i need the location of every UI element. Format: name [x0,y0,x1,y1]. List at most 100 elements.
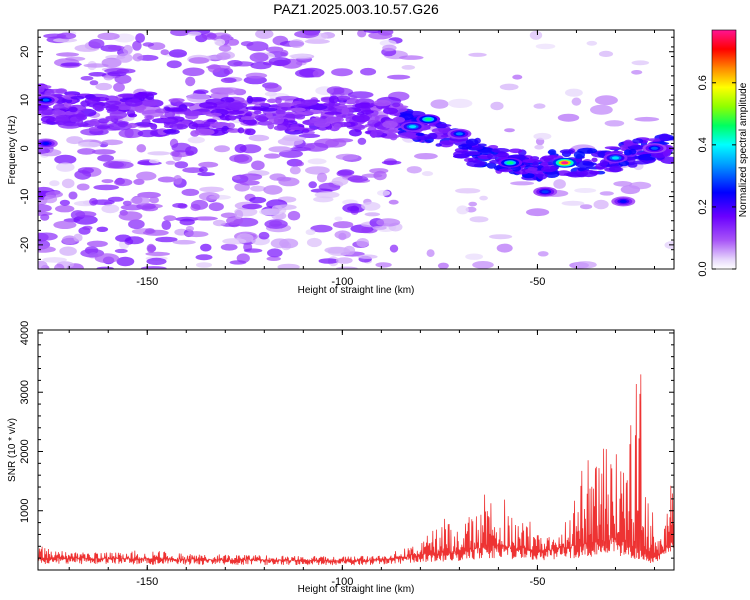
bottom-x-axis: -150 -100 -50 [68,330,655,588]
bottom-x-axis-title: Height of straight line (km) [298,584,415,595]
heatmap-cell [265,112,273,119]
heatmap-cell [54,205,75,213]
heatmap-cell [97,154,114,162]
x-tick-label: -100 [331,276,353,288]
heatmap-cell [89,97,110,102]
heatmap-cell [139,123,157,128]
heatmap-cell [116,68,136,74]
heatmap-cell [146,257,167,265]
heatmap-cell [573,261,597,269]
heatmap-cell [533,132,552,140]
heatmap-cell [197,172,215,177]
heatmap-cell [522,173,535,179]
heatmap-cell [88,72,107,77]
heatmap-cell [190,199,209,210]
heatmap-cell [308,181,318,189]
heatmap-cell [495,151,508,158]
colorbar-tick-label: 0.0 [697,261,709,276]
heatmap-cell [469,216,489,223]
heatmap-cell [137,191,162,199]
heatmap-cell [240,116,255,121]
heatmap-cell [182,167,204,174]
heatmap-cell [105,104,119,112]
colorbar-tick-label: 0.2 [697,199,709,214]
heatmap-cell [658,133,671,142]
heatmap-cell [181,188,200,196]
heatmap-cell [118,211,143,221]
heatmap-cell [322,102,341,107]
heatmap-cell [214,145,230,153]
heatmap-cell [421,171,434,177]
heatmap-cell [217,87,243,95]
heatmap-cell [182,67,205,77]
heatmap-cell [101,204,120,214]
colorbar: 0.0 0.2 0.4 0.6 Normalized spectral amplitu… [697,29,749,277]
heatmap-cell [268,57,291,66]
heatmap-cell [101,179,114,184]
heatmap-cell [237,127,245,134]
heatmap-cell [220,243,238,251]
heatmap-cell [148,159,160,164]
heatmap-cell [264,83,282,93]
heatmap-cell [301,99,318,106]
heatmap-cell [198,108,210,113]
heatmap-cell [127,122,138,129]
heatmap-cell [101,57,122,68]
heatmap-cell [599,191,614,196]
heatmap-cell [357,137,367,145]
heatmap-cell [218,45,232,52]
heatmap-cell [382,44,397,52]
heatmap-cell [233,61,254,67]
heatmap-cell [357,226,373,234]
heatmap-cell [326,86,345,95]
heatmap-cell [370,130,377,138]
heatmap-cell [537,251,549,257]
heatmap-cell [310,224,333,233]
heatmap-cell [335,153,359,161]
heatmap-cell [89,80,99,86]
heatmap-cell [45,191,63,198]
heatmap-cell [383,107,398,115]
heatmap-cell [290,107,306,113]
x-tick-label: -50 [529,276,545,288]
heatmap-cell [171,142,192,153]
heatmap-cell [490,101,504,111]
heatmap-cell [522,158,541,164]
heatmap-cell [631,60,650,66]
heatmap-cell [38,260,48,269]
heatmap-cell [265,46,284,53]
heatmap-cell [245,120,258,126]
heatmap-cell [89,198,98,206]
heatmap-cell [594,95,618,106]
heatmap-cell [188,122,199,130]
heatmap-cell [465,253,483,260]
heatmap-cell [304,142,329,152]
heatmap-cell [195,254,213,261]
heatmap-cell [146,243,156,254]
heatmap-cell [124,128,134,138]
heatmap-cell [77,119,84,128]
heatmap-cell [275,97,282,104]
heatmap-cell [401,65,416,70]
heatmap-cell [82,225,93,231]
heatmap-cell [59,246,77,256]
heatmap-cell [54,263,65,269]
heatmap-cell [227,102,244,111]
heatmap-cell [253,110,262,115]
heatmap-cell [431,127,452,134]
heatmap-cell [249,52,269,63]
heatmap-cell [335,266,358,269]
heatmap-cell [461,150,481,156]
heatmap-cell [38,211,53,216]
heatmap-cell [263,185,283,195]
heatmap-cell [289,39,305,48]
heatmap-cell [88,38,105,49]
heatmap-cell [399,55,424,60]
heatmap-cell [298,133,321,138]
colorbar-ticks: 0.0 0.2 0.4 0.6 [697,75,736,277]
heatmap-cell [504,128,515,133]
heatmap-cell [136,171,157,181]
heatmap-cell [66,136,83,145]
heatmap-cell [38,246,56,253]
heatmap-cell [76,183,90,191]
